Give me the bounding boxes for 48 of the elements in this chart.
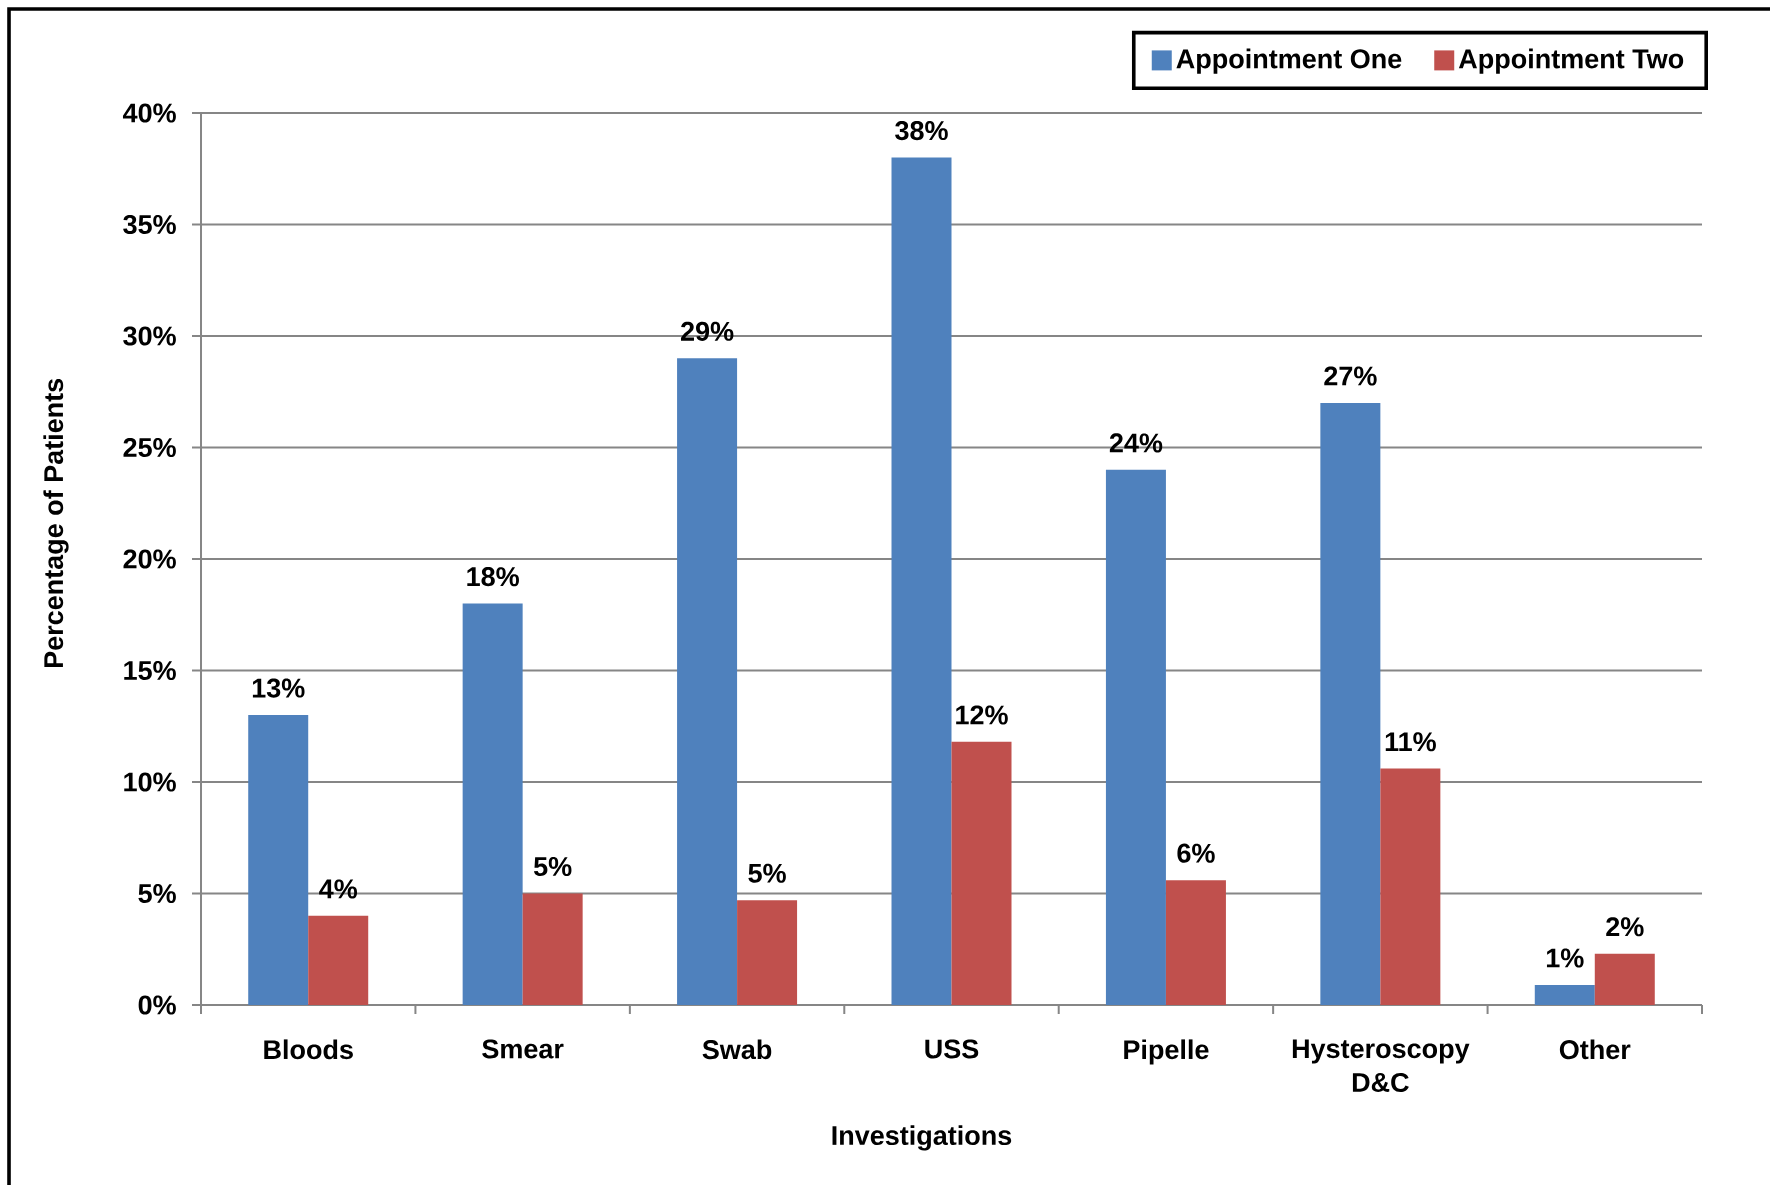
x-tick-label: Pipelle — [1124, 1039, 1209, 1065]
bar — [1380, 768, 1441, 1006]
y-tick-label: 40% — [122, 103, 176, 123]
bar — [462, 603, 523, 1006]
data-label: 2% — [1606, 917, 1644, 937]
bar — [308, 915, 369, 1006]
y-tick-label: 5% — [138, 883, 176, 904]
x-tick-label: Bloods — [264, 1039, 353, 1060]
data-label: 24% — [1109, 433, 1163, 453]
legend-label: Appointment One — [1176, 48, 1402, 74]
data-label: 5% — [533, 857, 572, 877]
bar — [248, 715, 309, 1006]
data-label: 12% — [956, 705, 1008, 725]
bar — [737, 900, 798, 1006]
bar — [1165, 880, 1226, 1006]
x-tick-label: Hysteroscopy D&C — [1292, 1039, 1470, 1092]
data-label: 4% — [319, 879, 358, 899]
x-tick-label: USS — [925, 1039, 979, 1059]
bar — [1594, 953, 1655, 1006]
bar — [1105, 469, 1166, 1006]
data-label: 13% — [252, 678, 305, 698]
data-label: 18% — [467, 567, 519, 587]
y-tick-label: 25% — [123, 437, 176, 458]
x-axis-title: Investigations — [832, 1125, 1012, 1151]
bar — [951, 741, 1012, 1006]
x-tick-label: Smear — [482, 1039, 564, 1059]
y-tick-label: 10% — [124, 772, 176, 792]
bar — [677, 358, 738, 1006]
data-label: 1% — [1546, 948, 1584, 968]
bar — [522, 893, 583, 1006]
y-tick-label: 20% — [123, 549, 176, 569]
y-tick-label: 30% — [123, 326, 176, 346]
data-label: 11% — [1385, 732, 1436, 752]
y-tick-label: 0% — [138, 995, 176, 1015]
x-tick-label: Other — [1559, 1039, 1631, 1060]
data-label: 5% — [748, 863, 786, 883]
data-label: 27% — [1324, 366, 1377, 386]
y-axis-title: Percentage of Patients — [43, 378, 69, 668]
legend-label: Appointment Two — [1458, 48, 1684, 74]
data-label: 38% — [895, 121, 948, 141]
bar — [1534, 984, 1595, 1006]
data-label: 29% — [681, 321, 734, 341]
bar — [891, 157, 952, 1006]
data-label: 6% — [1177, 843, 1215, 863]
y-tick-label: 35% — [123, 214, 176, 235]
y-tick-label: 15% — [124, 660, 176, 681]
x-tick-label: Swab — [702, 1039, 772, 1060]
bar — [1320, 402, 1381, 1006]
